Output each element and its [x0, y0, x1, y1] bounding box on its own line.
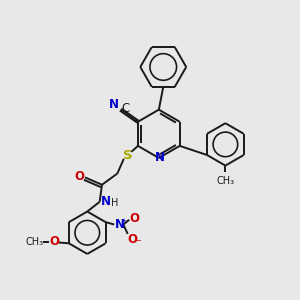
Text: C: C: [122, 102, 130, 115]
Text: N: N: [101, 195, 111, 208]
Text: O: O: [130, 212, 140, 225]
Text: O: O: [49, 236, 59, 248]
Text: S: S: [123, 149, 132, 162]
Text: O: O: [128, 233, 137, 246]
Text: $^-$: $^-$: [134, 238, 142, 248]
Text: O: O: [75, 170, 85, 183]
Text: CH₃: CH₃: [26, 237, 44, 247]
Text: N: N: [115, 218, 125, 231]
Text: N: N: [109, 98, 119, 111]
Text: N: N: [155, 152, 165, 164]
Text: H: H: [111, 198, 118, 208]
Text: $^+$: $^+$: [120, 217, 128, 226]
Text: CH₃: CH₃: [216, 176, 234, 186]
